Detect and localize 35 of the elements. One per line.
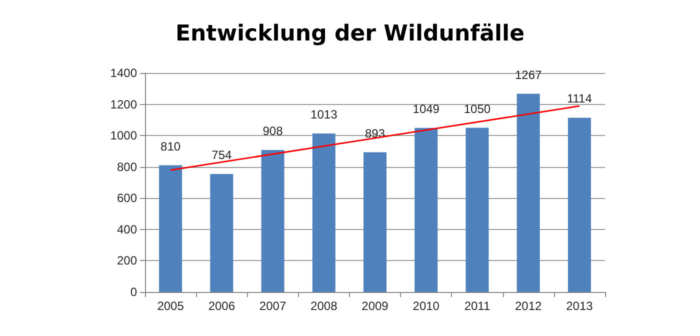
data-label: 1114 <box>566 92 592 106</box>
y-tick-label: 1000 <box>110 128 138 143</box>
data-label: 1049 <box>412 102 440 116</box>
data-label: 908 <box>262 124 284 138</box>
bar <box>159 165 182 292</box>
y-tick-label: 200 <box>116 254 138 268</box>
bar <box>466 128 489 292</box>
bar <box>568 118 591 292</box>
data-label: 1013 <box>310 108 338 122</box>
y-tick-label: 400 <box>116 222 138 236</box>
y-tick-label: 600 <box>116 191 138 206</box>
bar <box>312 134 336 292</box>
y-tick-label: 0 <box>130 285 138 299</box>
y-tick-label: 1200 <box>110 97 138 112</box>
bar <box>414 128 438 292</box>
y-tick-label: 800 <box>116 160 138 174</box>
x-tick-label: 2008 <box>310 299 338 313</box>
x-tick-label: 2013 <box>566 299 594 313</box>
x-tick-label: 2012 <box>514 299 542 313</box>
x-tick-label: 2011 <box>464 299 490 313</box>
data-label: 754 <box>212 148 232 162</box>
data-label: 1050 <box>464 102 491 116</box>
data-label: 1267 <box>514 68 542 82</box>
chart-title: Entwicklung der Wildunfälle <box>175 22 525 46</box>
x-tick-label: 2010 <box>412 299 440 313</box>
x-tick-label: 2007 <box>259 299 286 313</box>
data-label: 810 <box>160 139 181 154</box>
x-tick-label: 2006 <box>208 299 236 313</box>
bar <box>516 94 540 292</box>
y-tick-label: 1400 <box>110 66 138 80</box>
bar <box>364 152 386 292</box>
x-tick-label: 2005 <box>157 299 184 313</box>
bar <box>261 150 284 292</box>
x-tick-label: 2009 <box>362 299 389 313</box>
bar <box>210 174 234 292</box>
